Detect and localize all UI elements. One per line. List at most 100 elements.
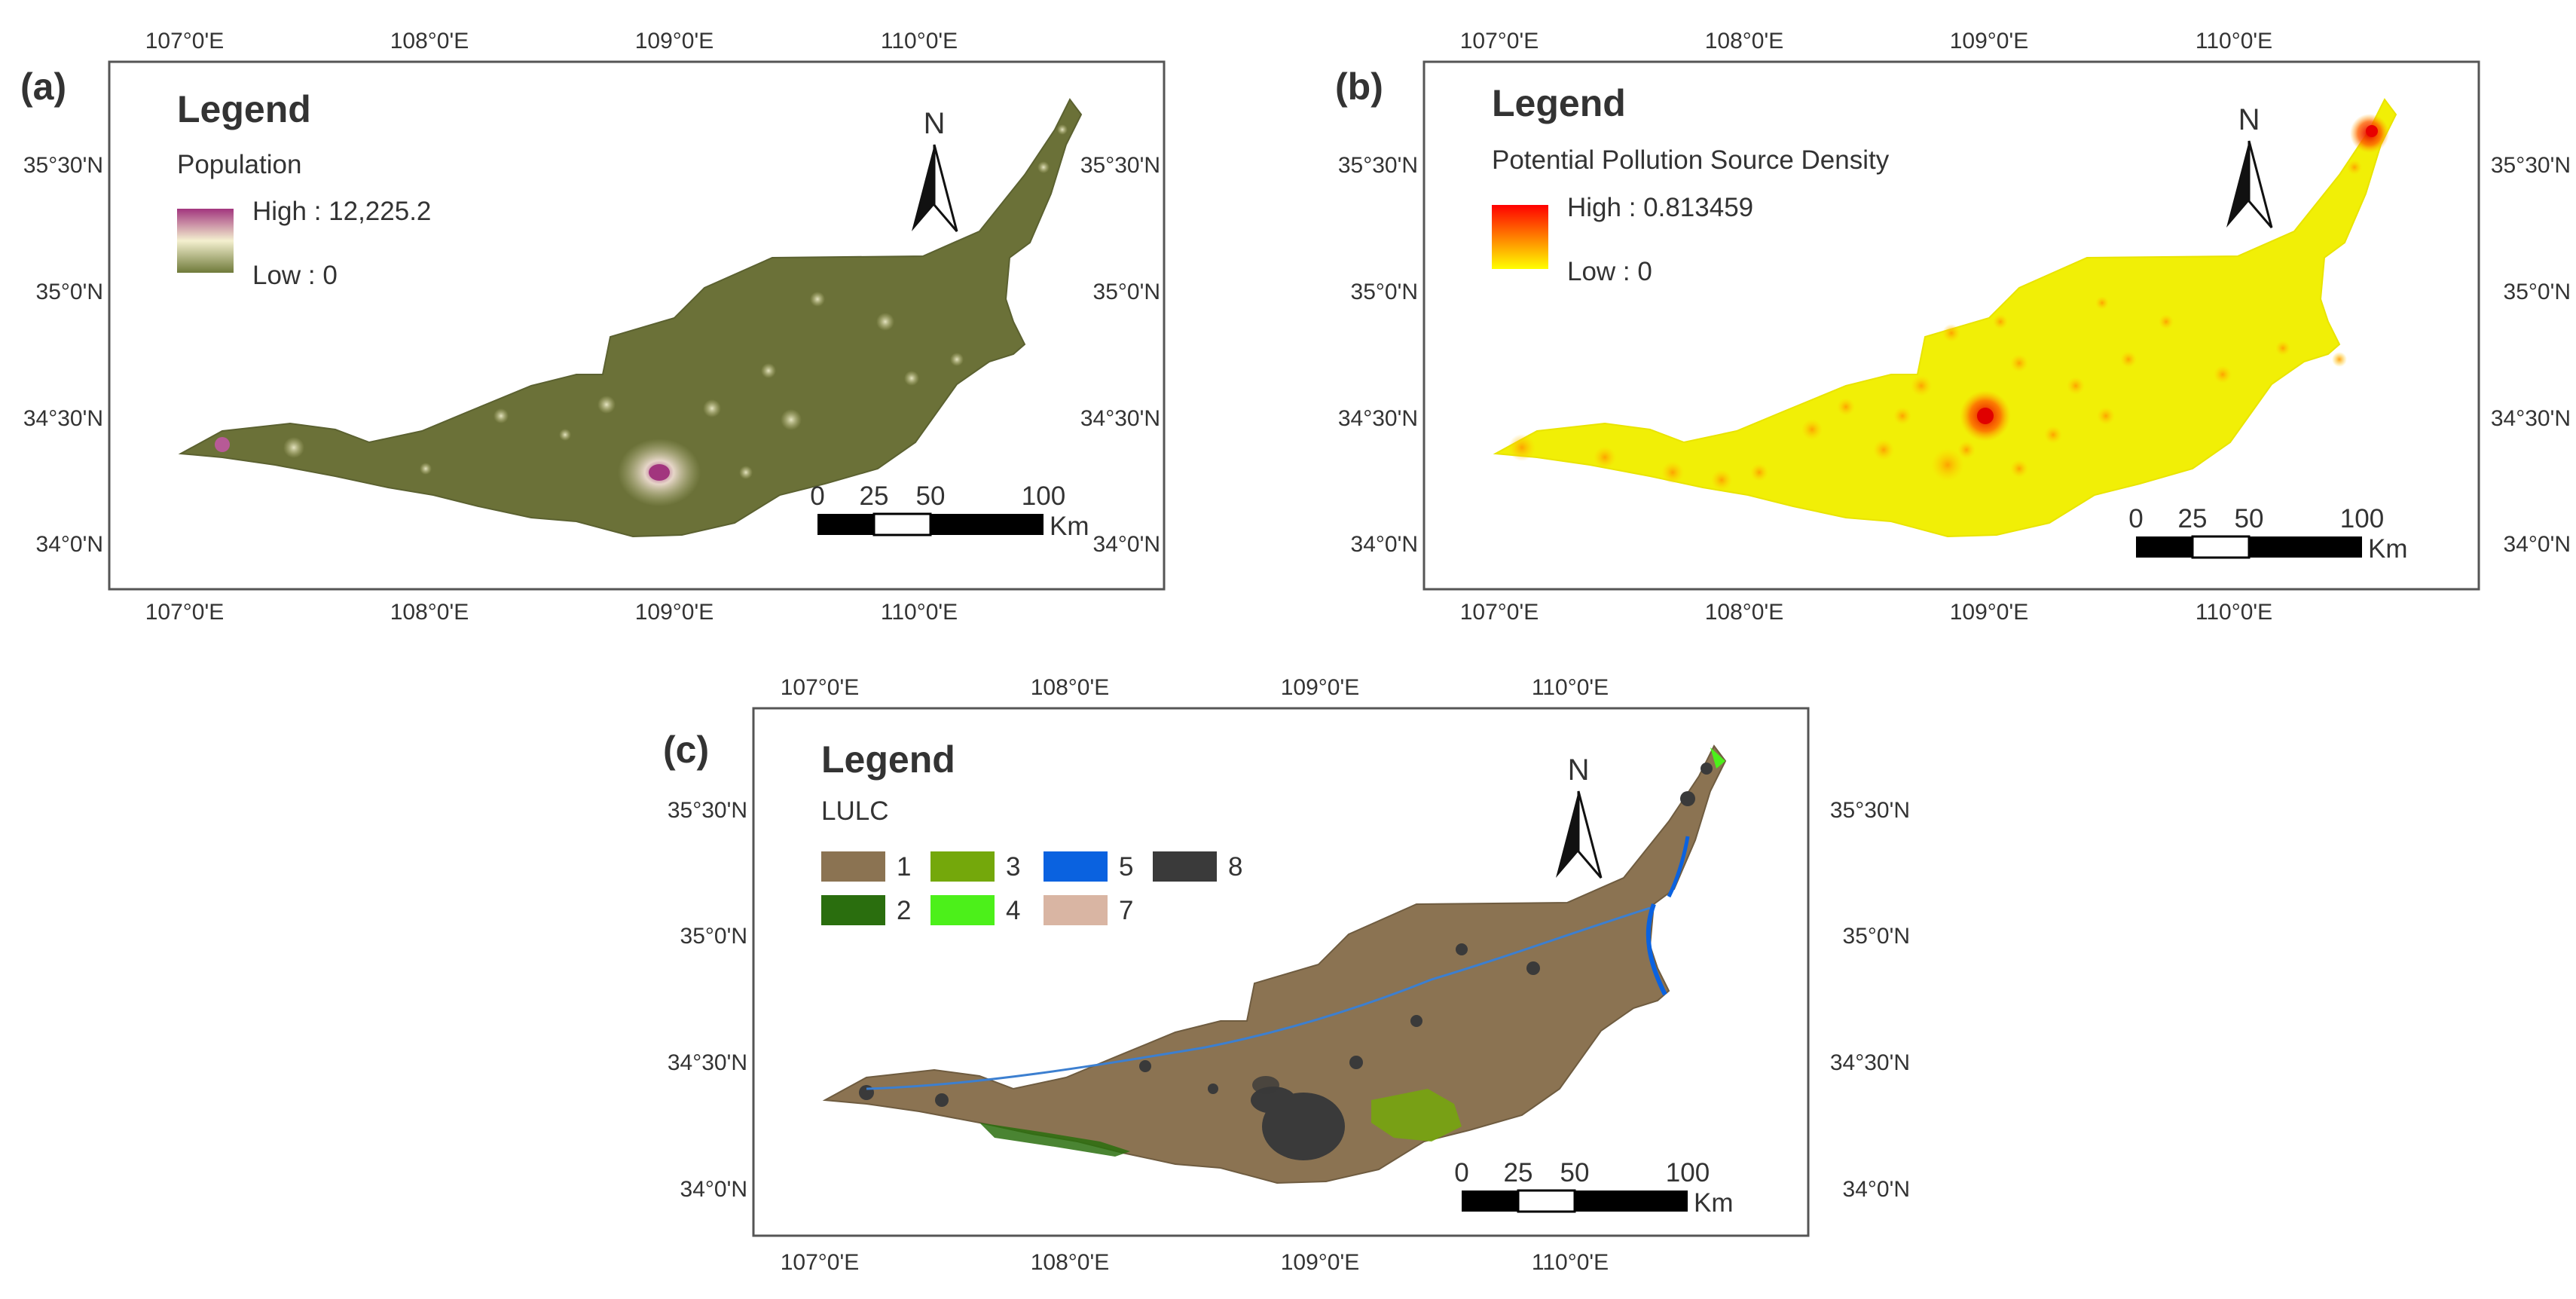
- svg-text:1: 1: [897, 852, 911, 882]
- legend: Legend LULC 1 3 5 8 2: [821, 738, 1242, 925]
- svg-text:Km: Km: [2368, 534, 2408, 564]
- svg-text:34°30'N: 34°30'N: [1830, 1050, 1910, 1075]
- svg-text:0: 0: [2128, 504, 2143, 533]
- svg-text:108°0'E: 108°0'E: [390, 600, 469, 625]
- graticule-right: 35°30'N 35°0'N 34°30'N 34°0'N: [2491, 153, 2571, 557]
- legend-subtitle: Population: [177, 150, 301, 179]
- graticule-bottom: 107°0'E 108°0'E 109°0'E 110°0'E: [781, 1250, 1609, 1275]
- legend-high-label: High : 12,225.2: [252, 197, 431, 226]
- svg-text:0: 0: [810, 481, 824, 511]
- svg-text:35°30'N: 35°30'N: [23, 153, 103, 178]
- legend-class-1: 1: [821, 851, 911, 882]
- svg-text:34°0'N: 34°0'N: [680, 1177, 747, 1202]
- legend: Legend Population High : 12,225.2 Low : …: [177, 88, 431, 290]
- svg-text:N: N: [2238, 103, 2260, 136]
- svg-text:100: 100: [2340, 504, 2384, 533]
- panel-tag: (a): [20, 66, 66, 108]
- svg-text:108°0'E: 108°0'E: [1031, 1250, 1109, 1275]
- panel-lulc: (c) Legend LULC 1 3 5 8 2: [663, 675, 1910, 1275]
- legend: Legend Potential Pollution Source Densit…: [1492, 82, 1890, 286]
- svg-text:109°0'E: 109°0'E: [1950, 29, 2028, 53]
- svg-text:Km: Km: [1694, 1188, 1734, 1218]
- svg-text:107°0'E: 107°0'E: [1460, 29, 1539, 53]
- svg-text:34°0'N: 34°0'N: [2504, 532, 2571, 557]
- graticule-bottom: 107°0'E 108°0'E 109°0'E 110°0'E: [145, 600, 958, 625]
- legend-class-2: 2: [821, 895, 911, 925]
- svg-text:35°0'N: 35°0'N: [1843, 924, 1910, 949]
- svg-text:109°0'E: 109°0'E: [635, 29, 714, 53]
- svg-text:35°0'N: 35°0'N: [680, 924, 747, 949]
- panel-pollution-density: (b) Legend Potential Pollution Source De…: [1335, 29, 2571, 625]
- svg-text:35°30'N: 35°30'N: [668, 798, 747, 823]
- north-arrow-icon: N: [1556, 753, 1603, 879]
- svg-text:108°0'E: 108°0'E: [1705, 600, 1783, 625]
- svg-text:100: 100: [1022, 481, 1065, 511]
- north-arrow-icon: N: [2226, 103, 2273, 228]
- legend-class-7: 7: [1044, 895, 1133, 925]
- svg-text:4: 4: [1006, 896, 1020, 925]
- svg-text:35°0'N: 35°0'N: [36, 280, 103, 304]
- svg-text:35°30'N: 35°30'N: [2491, 153, 2571, 178]
- region-population: [180, 99, 1082, 537]
- svg-text:108°0'E: 108°0'E: [1031, 675, 1109, 700]
- svg-text:35°0'N: 35°0'N: [1351, 280, 1418, 304]
- svg-text:100: 100: [1666, 1158, 1710, 1187]
- graticule-top: 107°0'E 108°0'E 109°0'E 110°0'E: [781, 675, 1609, 700]
- svg-text:0: 0: [1454, 1158, 1468, 1187]
- legend-class-3: 3: [930, 851, 1020, 882]
- svg-text:110°0'E: 110°0'E: [1532, 1250, 1609, 1275]
- legend-title: Legend: [1492, 82, 1626, 124]
- svg-text:Km: Km: [1050, 512, 1089, 541]
- svg-text:34°30'N: 34°30'N: [668, 1050, 747, 1075]
- legend-class-5: 5: [1044, 851, 1133, 882]
- svg-text:109°0'E: 109°0'E: [1281, 675, 1359, 700]
- svg-text:108°0'E: 108°0'E: [1705, 29, 1783, 53]
- svg-text:109°0'E: 109°0'E: [1950, 600, 2028, 625]
- graticule-top: 107°0'E 108°0'E 109°0'E 110°0'E: [145, 29, 958, 53]
- graticule-right: 35°30'N 35°0'N 34°30'N 34°0'N: [1830, 798, 1910, 1202]
- svg-text:108°0'E: 108°0'E: [390, 29, 469, 53]
- svg-text:110°0'E: 110°0'E: [881, 600, 958, 625]
- svg-text:110°0'E: 110°0'E: [881, 29, 958, 53]
- svg-text:N: N: [1568, 753, 1590, 787]
- svg-text:34°30'N: 34°30'N: [23, 406, 103, 431]
- svg-text:34°0'N: 34°0'N: [36, 532, 103, 557]
- graticule-right: 35°30'N 35°0'N 34°30'N 34°0'N: [1080, 153, 1160, 557]
- graticule-left: 35°30'N 35°0'N 34°30'N 34°0'N: [668, 798, 747, 1202]
- svg-text:8: 8: [1228, 852, 1242, 882]
- panel-tag: (b): [1335, 66, 1383, 108]
- svg-text:110°0'E: 110°0'E: [2196, 29, 2272, 53]
- legend-class-8: 8: [1153, 851, 1242, 882]
- svg-text:50: 50: [2235, 504, 2264, 533]
- svg-text:110°0'E: 110°0'E: [1532, 675, 1609, 700]
- svg-text:107°0'E: 107°0'E: [1460, 600, 1539, 625]
- svg-text:50: 50: [1560, 1158, 1590, 1187]
- svg-text:35°0'N: 35°0'N: [1093, 280, 1160, 304]
- scale-bar: 0 25 50 100 Km: [810, 481, 1089, 541]
- svg-text:50: 50: [916, 481, 946, 511]
- svg-text:25: 25: [860, 481, 889, 511]
- graticule-left: 35°30'N 35°0'N 34°30'N 34°0'N: [23, 153, 103, 557]
- legend-low-label: Low : 0: [1567, 257, 1652, 286]
- svg-text:107°0'E: 107°0'E: [781, 1250, 859, 1275]
- legend-color-ramp: [177, 209, 234, 273]
- svg-text:34°30'N: 34°30'N: [1338, 406, 1418, 431]
- svg-text:34°30'N: 34°30'N: [2491, 406, 2571, 431]
- svg-text:7: 7: [1119, 896, 1133, 925]
- svg-text:5: 5: [1119, 852, 1133, 882]
- region-lulc: [824, 745, 1726, 1184]
- svg-text:110°0'E: 110°0'E: [2196, 600, 2272, 625]
- legend-high-label: High : 0.813459: [1567, 193, 1753, 222]
- scale-bar: 0 25 50 100 Km: [1454, 1158, 1733, 1218]
- region-pollution: [1495, 99, 2397, 537]
- legend-subtitle: Potential Pollution Source Density: [1492, 145, 1890, 175]
- legend-subtitle: LULC: [821, 796, 888, 826]
- svg-text:109°0'E: 109°0'E: [1281, 1250, 1359, 1275]
- graticule-bottom: 107°0'E 108°0'E 109°0'E 110°0'E: [1460, 600, 2272, 625]
- graticule-left: 35°30'N 35°0'N 34°30'N 34°0'N: [1338, 153, 1418, 557]
- panel-tag: (c): [663, 729, 709, 771]
- svg-text:35°30'N: 35°30'N: [1338, 153, 1418, 178]
- svg-text:25: 25: [2178, 504, 2208, 533]
- svg-text:25: 25: [1504, 1158, 1533, 1187]
